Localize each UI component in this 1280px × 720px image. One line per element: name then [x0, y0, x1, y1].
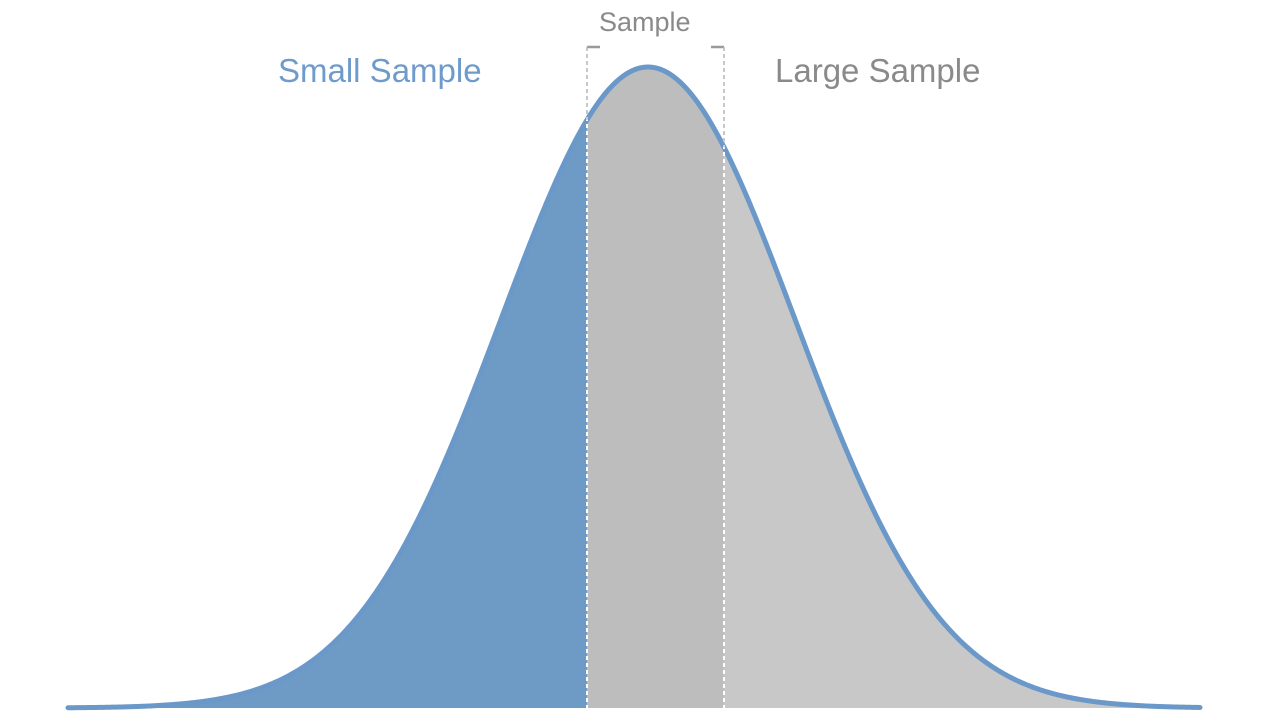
large-sample-region: [724, 147, 1200, 708]
small-sample-region: [68, 119, 587, 708]
small-sample-label: Small Sample: [278, 52, 482, 89]
sample-label: Sample: [599, 7, 691, 37]
large-sample-label: Large Sample: [775, 52, 981, 89]
sample-region: [587, 67, 724, 708]
distribution-curve-line: [65, 64, 1203, 711]
